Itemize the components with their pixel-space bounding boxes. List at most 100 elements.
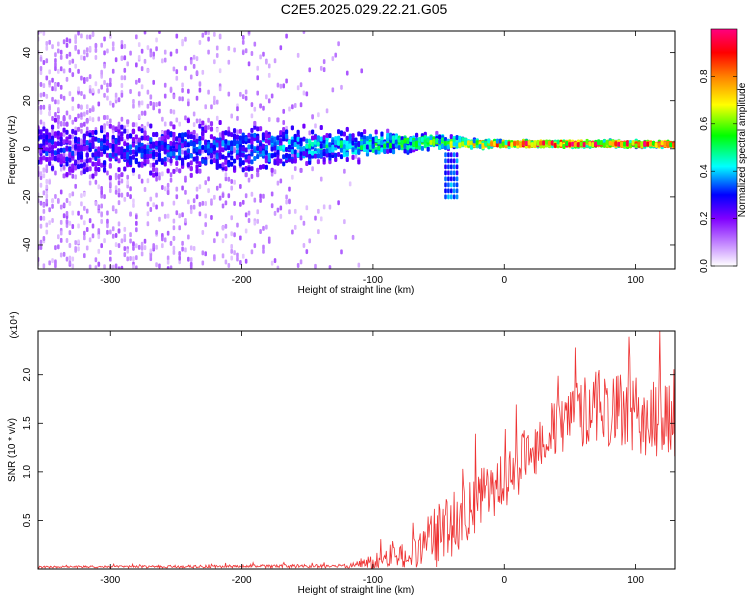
spectrogram-cell bbox=[293, 103, 297, 109]
spectrogram-cell bbox=[160, 135, 164, 141]
spectrogram-cell bbox=[215, 142, 219, 148]
spectrogram-cell bbox=[117, 167, 121, 173]
spectrogram-cell bbox=[83, 235, 86, 241]
spectrogram-cell bbox=[386, 132, 390, 138]
spectrogram-cell bbox=[149, 123, 153, 129]
spectrogram-cell bbox=[458, 137, 462, 143]
spectrogram-cell bbox=[161, 236, 164, 242]
spectrogram-cell bbox=[258, 126, 263, 132]
spectrogram-cell bbox=[143, 245, 147, 251]
spectrogram-cell bbox=[117, 146, 121, 152]
spectrogram-cell bbox=[85, 145, 89, 151]
spectrogram-cell bbox=[308, 67, 312, 73]
spectrogram-cell bbox=[400, 136, 404, 142]
spectrogram-cell bbox=[386, 128, 390, 134]
spectrogram-cell bbox=[126, 61, 129, 67]
spectrogram-cell bbox=[97, 166, 101, 172]
spectrogram-cell bbox=[77, 31, 80, 36]
spectrogram-cell bbox=[146, 153, 150, 159]
spectrogram-cell bbox=[204, 251, 207, 257]
spectrogram-cell bbox=[186, 134, 190, 140]
spectrogram-cell bbox=[282, 108, 286, 114]
spectrogram-cell bbox=[334, 52, 338, 58]
spectrogram-cell bbox=[322, 157, 326, 163]
spectrogram-cell bbox=[39, 239, 43, 245]
spectrogram-cell bbox=[296, 136, 300, 142]
spectrogram-cell bbox=[663, 141, 667, 147]
spectrogram-cell bbox=[184, 65, 187, 71]
spectrogram-cell bbox=[250, 51, 254, 57]
spectrogram-cell bbox=[331, 87, 335, 93]
spectrogram-cell bbox=[213, 254, 216, 260]
spectrogram-cell bbox=[131, 167, 136, 173]
spectrogram-cell bbox=[68, 167, 72, 173]
spectrogram-cell bbox=[423, 135, 427, 141]
spectrogram-cell bbox=[447, 158, 450, 164]
spectrogram-cell bbox=[187, 101, 190, 107]
spectrogram-cell bbox=[117, 124, 121, 130]
spectrogram-cell bbox=[143, 125, 147, 131]
spectrogram-cell bbox=[256, 90, 260, 96]
spectrogram-cell bbox=[163, 186, 167, 192]
spectrogram-cell bbox=[74, 116, 78, 122]
spectrogram-cell bbox=[250, 173, 254, 179]
spectrogram-cell bbox=[542, 140, 546, 146]
spectrogram-cell bbox=[591, 142, 595, 148]
spectrogram-cell bbox=[154, 151, 159, 157]
spectrogram-cell bbox=[360, 131, 364, 137]
spectrogram-cell bbox=[105, 140, 110, 146]
spectrogram-cell bbox=[140, 128, 144, 134]
spectrogram-cell bbox=[74, 35, 77, 41]
spectrogram-cell bbox=[184, 146, 187, 152]
spectrogram-cell bbox=[106, 48, 109, 54]
spectrogram-cell bbox=[146, 178, 150, 184]
spectrogram-cell bbox=[325, 132, 329, 138]
spectrogram-cell bbox=[123, 152, 127, 158]
spectrogram-cell bbox=[71, 96, 75, 102]
spectrogram-cell bbox=[80, 91, 83, 97]
spectrogram-cell bbox=[444, 164, 447, 170]
spectrogram-cell bbox=[215, 231, 219, 237]
spectrogram-cell bbox=[423, 139, 427, 145]
spectrogram-cell bbox=[39, 182, 43, 188]
spectrogram-cell bbox=[230, 231, 233, 237]
spectrogram-cell bbox=[149, 100, 153, 106]
spectrogram-cell bbox=[120, 136, 124, 142]
spectrogram-cell bbox=[478, 143, 482, 149]
spectrogram-cell bbox=[377, 139, 381, 145]
spectrogram-cell bbox=[143, 187, 147, 193]
spectrogram-cell bbox=[181, 87, 184, 93]
spectrogram-cell bbox=[213, 238, 216, 244]
spectrogram-cell bbox=[241, 199, 245, 205]
spectrogram-cell bbox=[449, 134, 453, 140]
spectrogram-cell bbox=[94, 151, 98, 157]
spectrogram-cell bbox=[238, 157, 242, 163]
spectrogram-cell bbox=[114, 172, 118, 178]
spectrogram-cell bbox=[256, 167, 260, 173]
spectrogram-cell bbox=[296, 129, 300, 135]
spectrogram-cell bbox=[88, 180, 92, 186]
spectrogram-cell bbox=[383, 143, 387, 149]
spectrogram-cell bbox=[71, 256, 75, 262]
spectrogram-cell bbox=[146, 211, 150, 217]
spectrogram-cell bbox=[65, 121, 69, 127]
spectrogram-cell bbox=[71, 150, 75, 156]
spectrogram-cell bbox=[51, 203, 54, 209]
spectrogram-cell bbox=[594, 141, 598, 147]
spectrogram-cell bbox=[126, 180, 129, 186]
spectrogram-cell bbox=[62, 127, 66, 133]
spectrogram-cell bbox=[82, 145, 86, 151]
spectrogram-cell bbox=[270, 153, 274, 159]
spectrogram-cell bbox=[455, 158, 459, 164]
spectrogram-cell bbox=[449, 194, 453, 200]
spectrogram-cell bbox=[80, 193, 83, 199]
spectrogram-cell bbox=[71, 119, 75, 125]
spectrogram-cell bbox=[244, 172, 248, 178]
spectrogram-cell bbox=[97, 248, 101, 254]
spectrogram-cell bbox=[169, 87, 173, 93]
spectrogram-cell bbox=[140, 161, 144, 167]
spectrogram-cell bbox=[625, 141, 630, 147]
spectrogram-cell bbox=[163, 49, 167, 55]
spectrogram-cell bbox=[241, 135, 245, 141]
spectrogram-cell bbox=[166, 157, 170, 163]
